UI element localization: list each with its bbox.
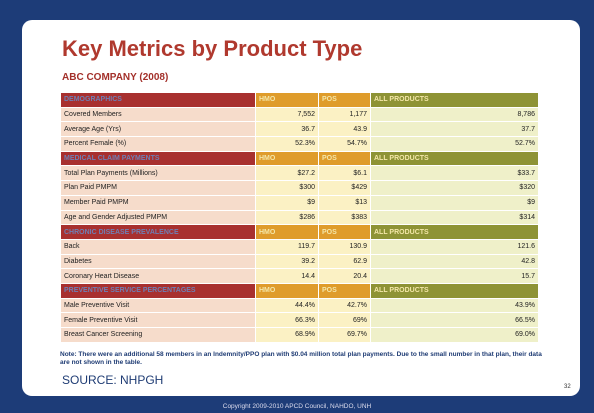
value-cell: 20.4 [318, 268, 371, 284]
metrics-table: DEMOGRAPHICS HMO POS ALL PRODUCTS Covered Me… [60, 92, 539, 343]
label-cell: Female Preventive Visit [60, 312, 256, 328]
header-cell: ALL PRODUCTS [370, 224, 539, 240]
header-cell: HMO [255, 224, 319, 240]
label-cell: Percent Female (%) [60, 136, 256, 152]
header-cell: HMO [255, 150, 319, 167]
data-row: Coronary Heart Disease 14.4 20.4 15.7 [60, 268, 539, 284]
value-cell: 42.7% [318, 297, 371, 314]
data-row: Breast Cancer Screening 68.9% 69.7% 69.0% [60, 327, 539, 343]
value-cell: 62.9 [318, 253, 371, 270]
slide-card: Key Metrics by Product Type ABC COMPANY … [22, 20, 580, 396]
header-cell: ALL PRODUCTS [370, 92, 539, 108]
value-cell: $27.2 [255, 165, 319, 182]
header-cell: POS [318, 150, 371, 167]
header-cell: POS [318, 282, 371, 299]
label-cell: Covered Members [60, 106, 256, 123]
value-cell: $314 [370, 209, 539, 226]
value-cell: 68.9% [255, 327, 319, 343]
data-row: Average Age (Yrs) 36.7 43.9 37.7 [60, 121, 539, 138]
header-cell: MEDICAL CLAIM PAYMENTS [60, 150, 256, 167]
subtitle: ABC COMPANY (2008) [62, 72, 169, 83]
value-cell: 130.9 [318, 238, 371, 255]
value-cell: 119.7 [255, 238, 319, 255]
value-cell: 54.7% [318, 136, 371, 152]
value-cell: 43.9% [370, 297, 539, 314]
header-cell: PREVENTIVE SERVICE PERCENTAGES [60, 282, 256, 299]
value-cell: 36.7 [255, 121, 319, 138]
header-cell: ALL PRODUCTS [370, 150, 539, 167]
header-cell: HMO [255, 92, 319, 108]
value-cell: 69% [318, 312, 371, 328]
header-cell: POS [318, 224, 371, 240]
value-cell: 121.6 [370, 238, 539, 255]
label-cell: Back [60, 238, 256, 255]
label-cell: Member Paid PMPM [60, 194, 256, 211]
header-cell: ALL PRODUCTS [370, 282, 539, 299]
header-cell: DEMOGRAPHICS [60, 92, 256, 108]
value-cell: 69.0% [370, 327, 539, 343]
value-cell: $320 [370, 180, 539, 196]
header-cell: CHRONIC DISEASE PREVALENCE [60, 224, 256, 240]
value-cell: $6.1 [318, 165, 371, 182]
header-cell: POS [318, 92, 371, 108]
title: Key Metrics by Product Type [62, 36, 363, 61]
data-row: Age and Gender Adjusted PMPM $286 $383 $314 [60, 209, 539, 226]
data-row: Male Preventive Visit 44.4% 42.7% 43.9% [60, 297, 539, 314]
data-row: Female Preventive Visit 66.3% 69% 66.5% [60, 312, 539, 328]
note: Note: There were an additional 58 member… [60, 351, 542, 366]
value-cell: 44.4% [255, 297, 319, 314]
value-cell: $429 [318, 180, 371, 196]
label-cell: Average Age (Yrs) [60, 121, 256, 138]
label-cell: Total Plan Payments (Millions) [60, 165, 256, 182]
value-cell: 69.7% [318, 327, 371, 343]
value-cell: $33.7 [370, 165, 539, 182]
footer: Copyright 2009-2010 APCD Council, NAHDO,… [222, 403, 372, 410]
value-cell: 42.8 [370, 253, 539, 270]
value-cell: 15.7 [370, 268, 539, 284]
value-cell: 66.3% [255, 312, 319, 328]
section-header-row: DEMOGRAPHICS HMO POS ALL PRODUCTS [60, 92, 539, 108]
label-cell: Plan Paid PMPM [60, 180, 256, 196]
source: SOURCE: NHPGH [62, 373, 164, 387]
data-row: Diabetes 39.2 62.9 42.8 [60, 253, 539, 270]
data-row: Back 119.7 130.9 121.6 [60, 238, 539, 255]
data-row: Plan Paid PMPM $300 $429 $320 [60, 180, 539, 196]
value-cell: 43.9 [318, 121, 371, 138]
label-cell: Diabetes [60, 253, 256, 270]
page-number: 32 [564, 384, 571, 390]
data-row: Covered Members 7,552 1,177 8,786 [60, 106, 539, 123]
section-header-row: PREVENTIVE SERVICE PERCENTAGES HMO POS ALL … [60, 282, 539, 299]
value-cell: $13 [318, 194, 371, 211]
value-cell: $383 [318, 209, 371, 226]
value-cell: 8,786 [370, 106, 539, 123]
label-cell: Age and Gender Adjusted PMPM [60, 209, 256, 226]
value-cell: 52.3% [255, 136, 319, 152]
data-row: Percent Female (%) 52.3% 54.7% 52.7% [60, 136, 539, 152]
value-cell: $300 [255, 180, 319, 196]
value-cell: 1,177 [318, 106, 371, 123]
header-cell: HMO [255, 282, 319, 299]
value-cell: 7,552 [255, 106, 319, 123]
value-cell: $286 [255, 209, 319, 226]
data-row: Member Paid PMPM $9 $13 $9 [60, 194, 539, 211]
value-cell: 66.5% [370, 312, 539, 328]
label-cell: Coronary Heart Disease [60, 268, 256, 284]
label-cell: Male Preventive Visit [60, 297, 256, 314]
value-cell: 37.7 [370, 121, 539, 138]
label-cell: Breast Cancer Screening [60, 327, 256, 343]
data-row: Total Plan Payments (Millions) $27.2 $6.1 $… [60, 165, 539, 182]
section-header-row: MEDICAL CLAIM PAYMENTS HMO POS ALL PRODUCTS [60, 150, 539, 167]
value-cell: 39.2 [255, 253, 319, 270]
value-cell: 52.7% [370, 136, 539, 152]
value-cell: $9 [255, 194, 319, 211]
section-header-row: CHRONIC DISEASE PREVALENCE HMO POS ALL PROD… [60, 224, 539, 240]
value-cell: 14.4 [255, 268, 319, 284]
value-cell: $9 [370, 194, 539, 211]
